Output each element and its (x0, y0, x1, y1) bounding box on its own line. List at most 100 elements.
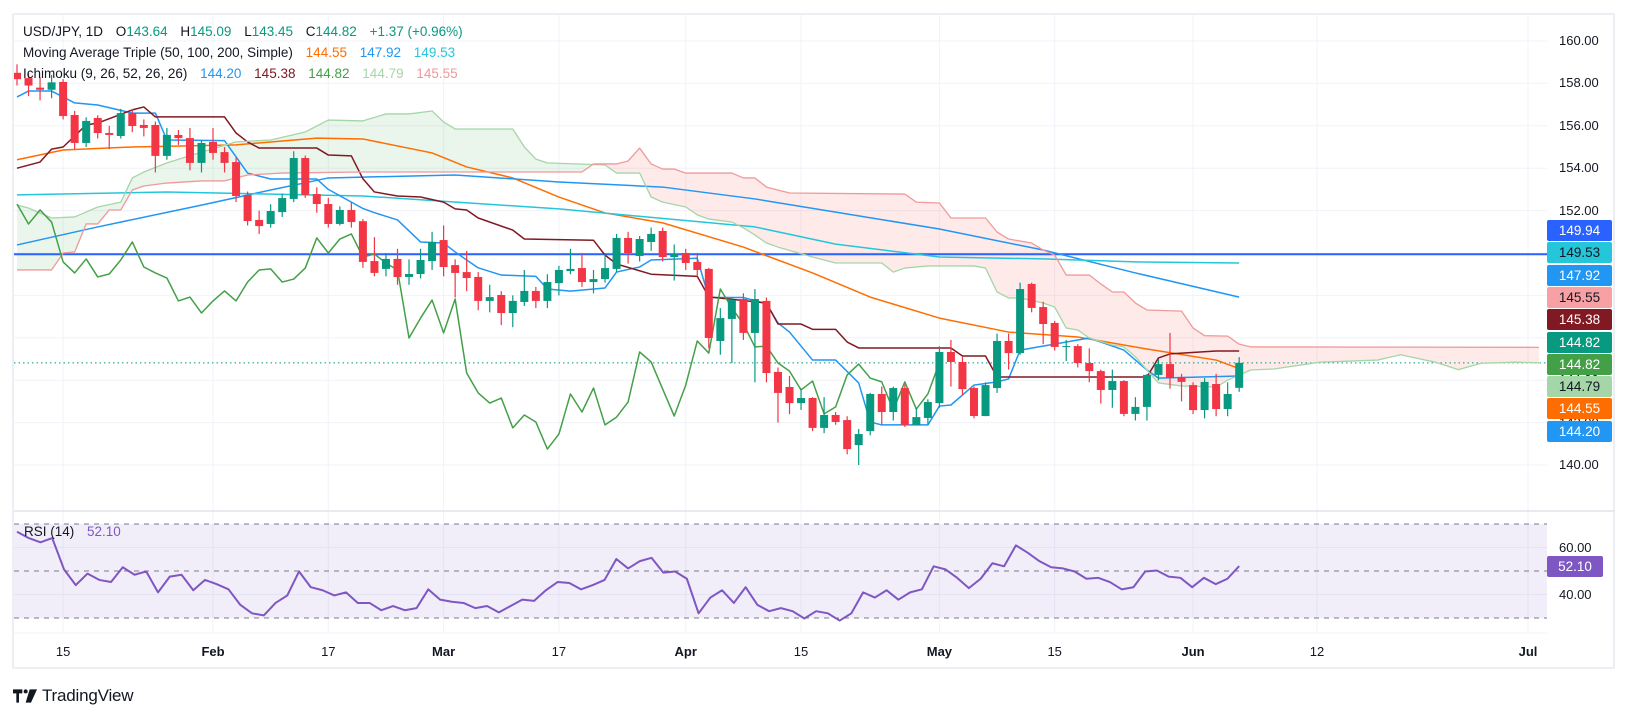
cloud-segment (420, 110, 433, 173)
cloud-segment (501, 128, 513, 173)
price-tag: 145.55 (1547, 286, 1612, 308)
cloud-segment (973, 218, 986, 269)
rsi-axis-label: 40.00 (1559, 586, 1592, 602)
cloud-segment (143, 167, 156, 187)
open-label: O (115, 24, 127, 39)
candle (105, 125, 114, 150)
candle-body (1108, 381, 1117, 390)
cloud-segment (1423, 347, 1436, 363)
cloud-segment (674, 169, 686, 207)
candle (739, 293, 748, 340)
candle-body (393, 258, 402, 277)
ichimoku-title[interactable]: Ichimoku (9, 26, 52, 26, 26) (23, 66, 188, 81)
cloud-segment (1515, 347, 1528, 363)
time-axis-label: 17 (321, 644, 336, 659)
ma200-line (16, 191, 1240, 264)
candle (209, 127, 218, 160)
candle-body (1027, 283, 1036, 308)
candle (301, 155, 310, 198)
cloud-segment (1469, 347, 1482, 367)
rsi-axis-label: 60.00 (1559, 539, 1592, 555)
candle (670, 244, 679, 281)
candle-body (1119, 381, 1128, 414)
price-pane[interactable] (13, 64, 1547, 465)
cloud-segment (789, 193, 802, 254)
cloud-segment (1354, 347, 1367, 361)
cloud-segment (662, 169, 675, 205)
time-axis-label: 12 (1309, 644, 1325, 659)
candle-body (1039, 307, 1048, 325)
candle-body (36, 87, 45, 90)
rsi-title[interactable]: RSI (14) (24, 524, 75, 539)
candle-body (301, 158, 310, 195)
cloud-segment (1377, 347, 1390, 361)
cloud-segment (40, 213, 52, 270)
cloud-segment (512, 128, 525, 173)
cloud-segment (524, 147, 536, 173)
candle-body (508, 300, 517, 313)
candle-body (266, 211, 275, 224)
cloud-segment (1100, 283, 1113, 346)
candle (347, 202, 356, 228)
tradingview-logo[interactable]: TradingView (13, 686, 134, 706)
candle (716, 308, 725, 355)
candle (428, 231, 437, 270)
ma100-line (16, 174, 1240, 298)
price-tag: 149.94 (1547, 220, 1612, 241)
candle (1108, 369, 1117, 408)
symbol-title[interactable]: USD/JPY, 1D (23, 24, 104, 39)
cloud-segment (385, 113, 398, 173)
candle (566, 248, 575, 275)
candle-body (935, 352, 944, 404)
ma50-value: 144.55 (305, 45, 347, 60)
price-tag: 144.82 (1547, 353, 1612, 375)
candle-body (681, 253, 690, 263)
candle (681, 248, 690, 270)
ma-legend: Moving Average Triple (50, 100, 200, Sim… (23, 45, 455, 60)
cloud-segment (558, 163, 571, 173)
candle-body (1223, 393, 1232, 410)
candle (658, 227, 667, 262)
cloud-segment (939, 202, 951, 266)
price-axis-label: 156.00 (1559, 117, 1599, 133)
candle (693, 253, 702, 277)
candle-body (370, 261, 379, 273)
candle (935, 346, 944, 408)
candle-body (462, 272, 471, 279)
candle (381, 253, 390, 277)
candle (1004, 333, 1013, 370)
cloud-segment (1446, 347, 1459, 370)
candle-body (185, 138, 194, 163)
candle (497, 291, 506, 326)
cloud-segment (362, 117, 375, 173)
candle-body (1085, 363, 1094, 372)
candle (508, 295, 517, 328)
low-label: L (244, 24, 252, 39)
candle (1142, 373, 1151, 421)
ma-title[interactable]: Moving Average Triple (50, 100, 200, Sim… (23, 45, 293, 60)
candle (704, 267, 713, 349)
rsi-pane[interactable] (14, 523, 1547, 622)
candle (635, 236, 644, 262)
time-axis-label: 15 (1047, 644, 1062, 659)
candle-body (105, 133, 114, 135)
cloud-segment (1492, 347, 1505, 363)
candle-body (877, 393, 886, 412)
candle (1235, 357, 1244, 392)
candle-body (209, 141, 218, 153)
cloud-segment (847, 193, 859, 263)
candle (47, 74, 56, 99)
cloud-segment (1135, 303, 1147, 371)
candle (14, 64, 21, 86)
time-axis-label: Jun (1181, 644, 1205, 659)
candle (93, 115, 102, 139)
cloud-segment (155, 162, 167, 185)
candle (128, 108, 137, 133)
candle-body (451, 265, 460, 273)
candle (981, 382, 990, 417)
time-axis-label: 15 (793, 644, 809, 659)
price-axis-label: 158.00 (1559, 75, 1599, 91)
candle-body (162, 134, 171, 156)
candle-body (716, 318, 725, 341)
